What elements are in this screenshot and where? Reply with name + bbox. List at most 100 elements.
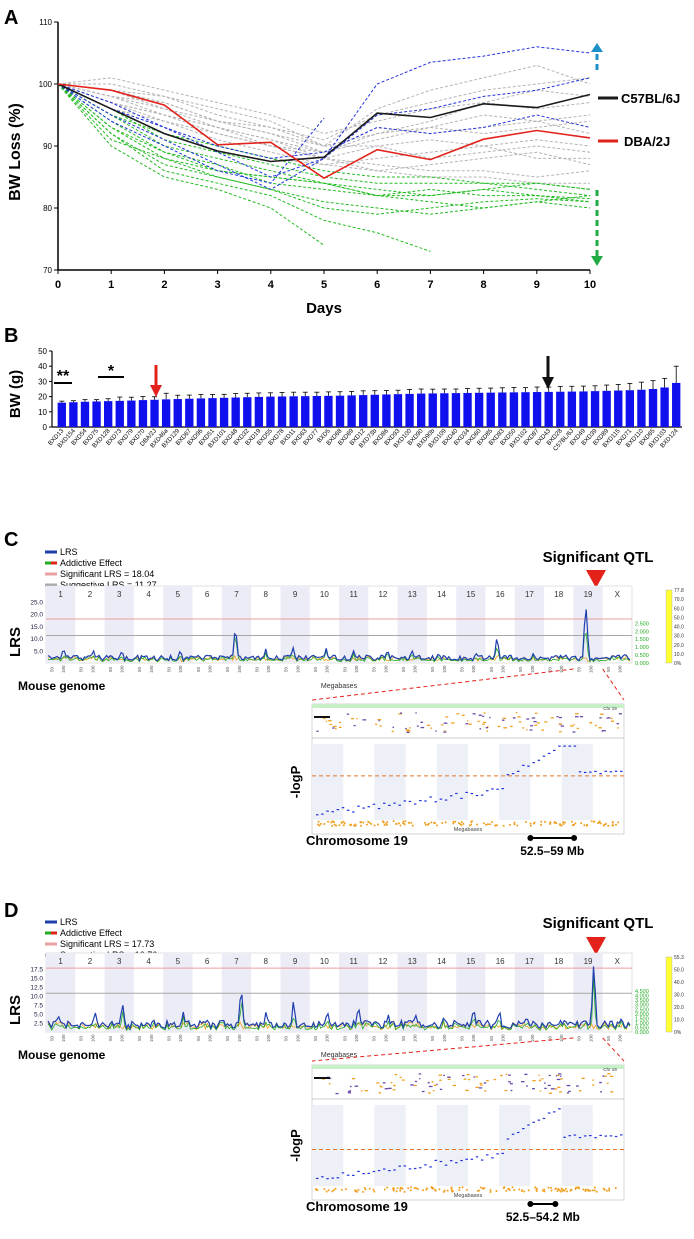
snp-density-mark <box>386 1186 389 1189</box>
gene-mark <box>599 1081 602 1084</box>
gene-mark <box>607 1073 611 1075</box>
gene-mark <box>544 1087 547 1090</box>
snp-density-mark <box>543 1190 546 1193</box>
chromosome-label: 12 <box>378 957 387 966</box>
chromosome-band <box>280 586 310 663</box>
logp-point <box>620 770 623 773</box>
gene-mark <box>452 1084 456 1087</box>
heat-scale-label: 0% <box>674 661 682 667</box>
snp-density-mark <box>392 1187 395 1190</box>
megabase-tick: 100 <box>354 665 359 673</box>
additive-scale-label: 3.000 <box>635 1003 649 1009</box>
gene-mark <box>573 724 575 726</box>
snp-density-mark <box>505 1189 508 1192</box>
snp-density-mark <box>511 1186 514 1189</box>
megabase-tick: 50 <box>430 666 435 672</box>
heat-scale-label: 20.0 <box>674 1005 684 1011</box>
snp-density-mark <box>457 822 460 825</box>
additive-scale-label: 0.000 <box>635 1030 649 1036</box>
bar <box>185 398 194 427</box>
gene-mark <box>531 717 536 719</box>
snp-density-mark <box>426 823 429 826</box>
gene-mark <box>556 1078 561 1081</box>
gene-mark <box>560 725 565 727</box>
panel-c-qtl-map: LRS Addictive Effect Significant LRS = 1… <box>7 547 684 858</box>
panel-d-qtl-map: LRS Addictive Effect Significant LRS = 1… <box>7 915 684 1224</box>
snp-density-mark <box>368 1187 371 1190</box>
chromosome-label: 11 <box>349 957 358 966</box>
qtl-interval-label: 52.5–59 Mb <box>520 844 584 858</box>
gene-mark <box>610 720 615 722</box>
snp-density-mark <box>529 824 532 827</box>
gene-mark <box>524 1073 528 1076</box>
megabase-tick: 50 <box>577 1035 582 1041</box>
zoom-band <box>312 744 344 820</box>
logp-point <box>377 1169 381 1172</box>
bar <box>254 396 264 427</box>
megabase-tick: 50 <box>547 1035 552 1041</box>
panel-letter-d: D <box>4 900 18 922</box>
snp-density-mark <box>342 824 345 827</box>
chromosome-band <box>163 953 193 1032</box>
snp-density-mark <box>485 823 488 826</box>
logp-point <box>449 795 453 797</box>
panel-b-y-tick-label: 30 <box>38 377 47 386</box>
snp-density-mark <box>582 1188 585 1191</box>
gene-mark <box>598 727 602 729</box>
snp-density-mark <box>553 821 556 824</box>
snp-density-mark <box>614 1186 617 1189</box>
megabase-tick: 50 <box>489 1035 494 1041</box>
chromosome-label: 9 <box>293 590 298 599</box>
gene-mark <box>360 1090 363 1092</box>
snp-density-mark <box>422 1189 425 1192</box>
bar <box>277 396 287 427</box>
snp-density-mark <box>416 1188 419 1191</box>
gene-mark <box>456 713 460 715</box>
gene-mark <box>617 727 619 729</box>
gene-mark <box>533 720 537 723</box>
snp-density-mark <box>400 1186 403 1189</box>
gene-mark <box>329 723 333 726</box>
zoom-chr-label: Chr 19 <box>603 1067 617 1072</box>
snp-density-mark <box>566 1190 569 1193</box>
gene-mark <box>338 721 342 724</box>
megabase-tick: 50 <box>284 666 289 672</box>
gene-mark <box>444 729 446 732</box>
snp-density-mark <box>533 821 536 824</box>
significance-marker-double: ** <box>57 368 70 385</box>
panel-letter-a: A <box>4 7 18 29</box>
snp-density-mark <box>476 1190 479 1193</box>
chromosome-band <box>46 586 76 663</box>
logp-point <box>516 770 520 772</box>
gene-mark <box>376 1082 380 1084</box>
megabase-tick: 100 <box>442 1034 447 1042</box>
panel-b-y-tick-label: 0 <box>43 423 48 432</box>
gene-mark <box>602 1075 605 1077</box>
snp-density-mark <box>595 1190 598 1193</box>
logp-point <box>563 1136 566 1138</box>
chromosome-label: 3 <box>117 590 122 599</box>
snp-density-mark <box>556 1190 559 1193</box>
series-line-c57 <box>57 83 591 163</box>
blue-up-arrow-icon <box>591 43 603 52</box>
snp-density-mark <box>410 1186 413 1189</box>
gene-mark <box>532 1088 535 1090</box>
gene-mark <box>579 716 584 718</box>
snp-density-mark <box>560 1187 563 1190</box>
qtl-interval-end <box>571 835 578 841</box>
snp-density-mark <box>344 1188 347 1191</box>
snp-density-mark <box>342 820 345 823</box>
additive-scale-label: 1.000 <box>635 645 649 651</box>
gene-mark <box>406 731 410 733</box>
logp-point <box>547 752 551 755</box>
gene-mark <box>550 1088 555 1090</box>
gene-mark <box>400 712 403 714</box>
snp-density-mark <box>562 821 565 824</box>
panel-a-series <box>57 46 591 252</box>
chromosome-label: 14 <box>437 957 446 966</box>
bar <box>370 394 379 427</box>
bar <box>80 401 90 427</box>
logp-point <box>470 1158 474 1160</box>
gene-mark <box>465 723 469 725</box>
megabases-axis-label: Megabases <box>321 683 358 690</box>
